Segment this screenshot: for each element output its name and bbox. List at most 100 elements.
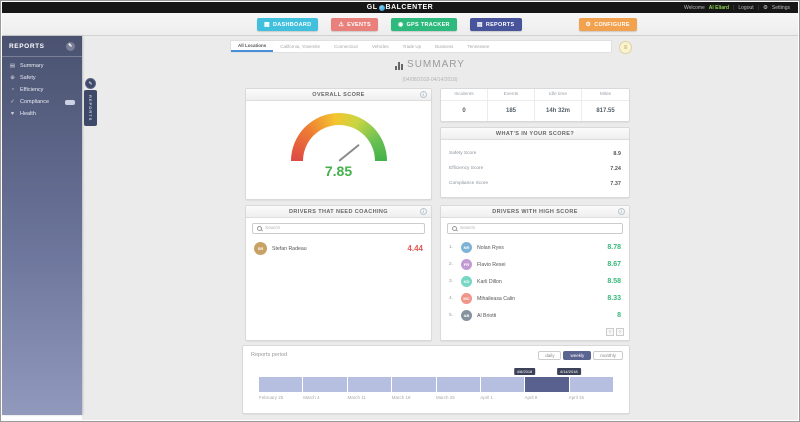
tab-location-5[interactable]: Business <box>435 44 454 49</box>
timeline-segment[interactable] <box>392 377 436 392</box>
score-breakdown-card: WHAT'S IN YOUR SCORE? Safety Score 8.9 E… <box>440 127 630 198</box>
health-icon: ♥ <box>10 111 15 117</box>
main-nav-bar: ▦ DASHBOARD ⚠ EVENTS ◉ GPS TRACKER ▤ REP… <box>2 13 798 36</box>
summary-icon: ▤ <box>9 63 16 69</box>
info-icon[interactable]: i <box>420 208 427 215</box>
timeline-segment[interactable] <box>569 377 613 392</box>
sidebar-item-efficiency[interactable]: ◔ Efficiency <box>2 84 82 96</box>
tab-all-locations[interactable]: All Locations <box>231 41 274 52</box>
axis-label: March 25 <box>436 395 455 400</box>
efficiency-score-value: 7.24 <box>610 165 621 172</box>
info-icon[interactable]: i <box>618 208 625 215</box>
drawer-handle-label: REPORTS <box>88 94 93 122</box>
timeline-axis: February 25 March 4 March 11 March 18 Ma… <box>259 395 613 400</box>
overall-score-header: OVERALL SCORE i <box>246 89 431 101</box>
sidebar-item-safety[interactable]: ⊕ Safety <box>2 72 82 84</box>
period-button-daily[interactable]: daily <box>538 351 562 360</box>
gps-pin-icon: ◉ <box>397 21 404 28</box>
high-score-row[interactable]: 1. NR Nolan Ryes 8.78 <box>441 239 629 256</box>
high-score-row[interactable]: 5. AB Al Briotti 8 <box>441 307 629 324</box>
safety-score-bar-track <box>500 150 600 157</box>
tab-location-4[interactable]: Trade Up <box>402 44 422 49</box>
driver-avatar: KD <box>461 276 472 287</box>
tab-location-1[interactable]: California, Yosemite <box>280 44 321 49</box>
sidebar-item-label: Summary <box>20 63 44 69</box>
nav-reports-button[interactable]: ▤ REPORTS <box>469 18 522 31</box>
high-score-row[interactable]: 4. MC Mihaileasa Calin 8.33 <box>441 290 629 307</box>
edit-icon[interactable]: ✎ <box>66 42 75 51</box>
logout-link[interactable]: Logout <box>738 4 754 11</box>
separator: | <box>757 4 759 11</box>
nav-dashboard-button[interactable]: ▦ DASHBOARD <box>257 18 319 31</box>
nav-label: EVENTS <box>347 21 371 28</box>
high-score-search-input[interactable] <box>460 226 618 231</box>
coaching-driver-row[interactable]: SR Stefan Radeau 4.44 <box>246 239 431 258</box>
efficiency-icon: ◔ <box>10 87 15 93</box>
coaching-title: DRIVERS THAT NEED COACHING <box>289 208 388 215</box>
driver-score: 4.44 <box>407 244 423 253</box>
sidebar-item-label: Safety <box>20 75 36 81</box>
page-title-block: SUMMARY (04/08/2018-04/14/2018) <box>230 57 630 83</box>
reports-drawer-handle[interactable]: REPORTS <box>84 90 97 126</box>
driver-score: 8.58 <box>607 278 621 285</box>
period-end-tooltip: 4/14/2018 <box>556 368 581 375</box>
top-bar: GL BALCENTER Welcome Al Eliard | Logout … <box>2 2 798 13</box>
stat-header-miles: Miles <box>582 89 629 101</box>
compliance-score-bar-track <box>500 180 600 187</box>
timeline-segment[interactable] <box>259 377 303 392</box>
settings-link[interactable]: Settings <box>771 4 790 11</box>
compliance-score-value: 7.37 <box>610 180 621 187</box>
logo-prefix: GL <box>366 4 378 11</box>
driver-rank: 5. <box>449 313 454 318</box>
driver-rank: 4. <box>449 296 454 301</box>
nav-label: GPS TRACKER <box>406 21 450 28</box>
high-score-row[interactable]: 3. KD Karli Dillon 8.58 <box>441 273 629 290</box>
timeline-segment[interactable] <box>436 377 480 392</box>
timeline-segment[interactable] <box>480 377 525 392</box>
period-button-monthly[interactable]: monthly <box>593 351 623 360</box>
sidebar-items: ▤ Summary ⊕ Safety ◔ Efficiency ✓ Compli… <box>2 57 82 120</box>
pagination-prev-button[interactable]: ‹ <box>606 328 614 336</box>
score-breakdown-header: WHAT'S IN YOUR SCORE? <box>441 128 629 140</box>
high-score-row[interactable]: 2. FR Flavio Resei 8.67 <box>441 256 629 273</box>
overall-score-value: 7.85 <box>324 163 353 179</box>
sidebar-item-label: Efficiency <box>20 87 44 93</box>
high-score-title: DRIVERS WITH HIGH SCORE <box>492 208 578 215</box>
period-granularity-buttons: daily weekly monthly <box>538 351 623 360</box>
coaching-search-input[interactable] <box>265 226 420 231</box>
driver-name: Karli Dillon <box>477 278 502 285</box>
info-icon[interactable]: i <box>420 91 427 98</box>
axis-label: April 15 <box>568 395 585 400</box>
stat-value-idle-time: 14h 32m <box>535 101 582 121</box>
sidebar-item-label: Health <box>20 111 36 117</box>
period-button-weekly[interactable]: weekly <box>563 351 592 360</box>
tab-location-2[interactable]: Connecticut <box>334 44 358 49</box>
nav-buttons: ▦ DASHBOARD ⚠ EVENTS ◉ GPS TRACKER ▤ REP… <box>257 18 637 31</box>
driver-name: Nolan Ryes <box>477 244 504 251</box>
date-range-subtitle: (04/08/2018-04/14/2018) <box>402 77 458 83</box>
nav-configure-button[interactable]: ⚙ CONFIGURE <box>578 18 637 31</box>
nav-label: CONFIGURE <box>594 21 630 28</box>
pagination-next-button[interactable]: › <box>616 328 624 336</box>
nav-events-button[interactable]: ⚠ EVENTS <box>331 18 378 31</box>
sidebar-edit-handle-icon[interactable]: ✎ <box>85 78 96 89</box>
nav-gps-tracker-button[interactable]: ◉ GPS TRACKER <box>390 18 457 31</box>
timeline-segment[interactable] <box>347 377 392 392</box>
logo-suffix: BALCENTER <box>385 4 434 11</box>
stat-value-events: 185 <box>488 101 535 121</box>
sidebar-item-health[interactable]: ♥ Health <box>2 108 82 120</box>
sidebar-item-summary[interactable]: ▤ Summary <box>2 60 82 72</box>
timeline-segment[interactable] <box>525 377 569 392</box>
tab-location-3[interactable]: Vehicles <box>371 44 389 49</box>
high-score-header: DRIVERS WITH HIGH SCORE i <box>441 206 629 218</box>
timeline-bar[interactable]: 4/8/2018 4/14/2018 <box>259 368 613 392</box>
tab-location-6[interactable]: Tennessee <box>467 44 490 49</box>
sidebar-item-compliance[interactable]: ✓ Compliance <box>2 96 82 108</box>
username-link[interactable]: Al Eliard <box>708 4 730 11</box>
settings-gear-icon: ⚙ <box>762 4 768 11</box>
compliance-icon: ✓ <box>10 99 15 105</box>
report-menu-button[interactable]: ≡ <box>619 41 632 54</box>
score-breakdown-rows: Safety Score 8.9 Efficiency Score 7.24 C… <box>441 140 629 191</box>
timeline-segment[interactable] <box>303 377 347 392</box>
driver-score: 8.67 <box>607 261 621 268</box>
